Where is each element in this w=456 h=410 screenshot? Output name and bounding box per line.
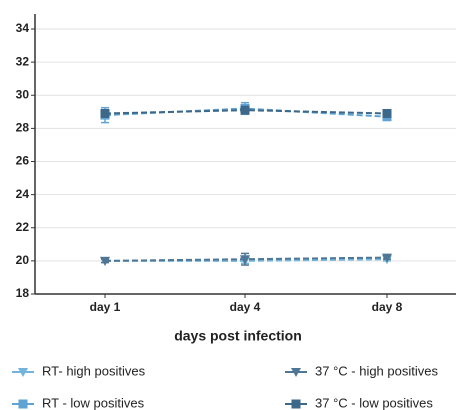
marker [18, 368, 28, 377]
marker [382, 253, 392, 263]
marker [291, 399, 301, 409]
marker [240, 255, 250, 265]
legend-label: RT - low positives [42, 395, 145, 410]
marker [100, 108, 110, 118]
y-tick-label: 20 [16, 253, 30, 267]
legend-label: 37 °C - low positives [315, 395, 433, 410]
y-tick-label: 28 [16, 121, 30, 135]
marker [240, 105, 250, 115]
y-tick-label: 18 [16, 286, 30, 300]
x-tick-label: day 8 [372, 300, 403, 314]
y-tick-label: 32 [16, 54, 30, 68]
y-tick-label: 22 [16, 220, 30, 234]
x-tick-label: day 1 [90, 300, 121, 314]
y-tick-label: 30 [16, 87, 30, 101]
y-tick-label: 34 [16, 21, 30, 35]
x-axis-label: days post infection [174, 328, 302, 344]
x-tick-label: day 4 [230, 300, 261, 314]
marker [291, 368, 301, 377]
y-tick-label: 26 [16, 154, 30, 168]
legend-label: RT- high positives [42, 363, 146, 378]
y-tick-label: 24 [16, 187, 30, 201]
marker [18, 399, 28, 409]
legend-label: 37 °C - high positives [315, 363, 438, 378]
marker [100, 256, 110, 266]
marker [382, 108, 392, 118]
